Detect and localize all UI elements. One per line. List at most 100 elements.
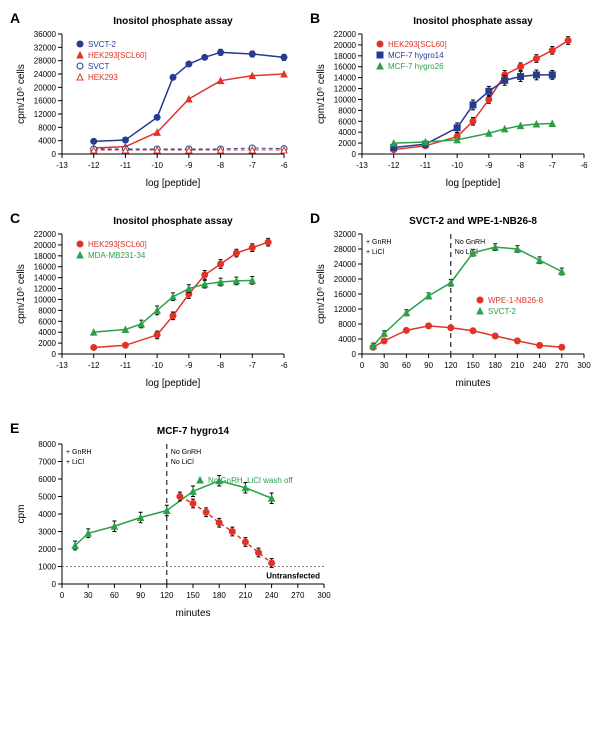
svg-text:300: 300 — [317, 591, 331, 600]
svg-text:2000: 2000 — [338, 139, 356, 148]
svg-text:HEK293[SCL60]: HEK293[SCL60] — [88, 240, 147, 249]
svg-text:12000: 12000 — [334, 85, 357, 94]
chart-c: Inositol phosphate assay-13-12-11-10-9-8… — [10, 210, 290, 390]
panel-label-c: C — [10, 210, 20, 226]
svg-text:MDA-MB231-34: MDA-MB231-34 — [88, 251, 146, 260]
svg-text:-12: -12 — [388, 161, 400, 170]
svg-text:cpm/10⁶ cells: cpm/10⁶ cells — [16, 64, 27, 124]
svg-text:180: 180 — [489, 361, 503, 370]
panel-d: D SVCT-2 and WPE-1-NB26-8030609012015018… — [310, 210, 590, 390]
svg-text:cpm: cpm — [16, 505, 27, 524]
svg-text:No GnRH: No GnRH — [171, 449, 201, 456]
svg-text:14000: 14000 — [334, 74, 357, 83]
svg-text:SVCT-2: SVCT-2 — [88, 40, 117, 49]
svg-text:MCF-7 hygro14: MCF-7 hygro14 — [157, 426, 230, 437]
chart-b: Inositol phosphate assay-13-12-11-10-9-8… — [310, 10, 590, 190]
svg-text:WPE-1-NB26-8: WPE-1-NB26-8 — [488, 296, 544, 305]
svg-text:+ LiCl: + LiCl — [66, 459, 85, 466]
svg-text:-10: -10 — [151, 361, 163, 370]
svg-text:18000: 18000 — [34, 252, 57, 261]
svg-text:16000: 16000 — [34, 263, 57, 272]
svg-text:-11: -11 — [120, 161, 132, 170]
svg-text:120: 120 — [444, 361, 458, 370]
svg-text:-12: -12 — [88, 161, 100, 170]
svg-text:270: 270 — [291, 591, 305, 600]
svg-text:6000: 6000 — [38, 317, 56, 326]
svg-text:-13: -13 — [56, 161, 68, 170]
svg-text:8000: 8000 — [38, 123, 56, 132]
svg-text:0: 0 — [52, 350, 57, 359]
svg-text:Inositol phosphate assay: Inositol phosphate assay — [113, 16, 233, 27]
svg-text:0: 0 — [52, 580, 57, 589]
svg-text:SVCT: SVCT — [88, 62, 109, 71]
svg-text:4000: 4000 — [338, 335, 356, 344]
svg-text:-10: -10 — [451, 161, 463, 170]
panel-c: C Inositol phosphate assay-13-12-11-10-9… — [10, 210, 290, 390]
svg-text:No GnRH, LiCl wash off: No GnRH, LiCl wash off — [208, 476, 294, 485]
figure: A Inositol phosphate assay-13-12-11-10-9… — [0, 0, 600, 741]
svg-text:12000: 12000 — [334, 305, 357, 314]
svg-text:12000: 12000 — [34, 110, 57, 119]
svg-text:+ LiCl: + LiCl — [366, 249, 385, 256]
svg-text:HEK293: HEK293 — [88, 73, 118, 82]
svg-text:-11: -11 — [420, 161, 432, 170]
svg-text:10000: 10000 — [34, 295, 57, 304]
svg-text:log [peptide]: log [peptide] — [146, 378, 201, 389]
svg-text:0: 0 — [360, 361, 365, 370]
svg-text:MCF-7 hygro26: MCF-7 hygro26 — [388, 62, 444, 71]
svg-text:0: 0 — [52, 150, 57, 159]
svg-text:3000: 3000 — [38, 528, 56, 537]
svg-text:-12: -12 — [88, 361, 100, 370]
svg-text:270: 270 — [555, 361, 569, 370]
svg-text:minutes: minutes — [455, 378, 490, 389]
svg-text:6000: 6000 — [38, 475, 56, 484]
svg-text:20000: 20000 — [334, 275, 357, 284]
svg-text:16000: 16000 — [34, 97, 57, 106]
svg-text:28000: 28000 — [334, 245, 357, 254]
svg-text:210: 210 — [239, 591, 253, 600]
svg-text:7000: 7000 — [38, 458, 56, 467]
panel-label-b: B — [310, 10, 320, 26]
svg-text:300: 300 — [577, 361, 591, 370]
svg-text:16000: 16000 — [334, 290, 357, 299]
svg-text:-13: -13 — [356, 161, 368, 170]
svg-text:minutes: minutes — [175, 608, 210, 619]
svg-text:32000: 32000 — [34, 43, 57, 52]
svg-text:60: 60 — [110, 591, 119, 600]
svg-text:12000: 12000 — [34, 285, 57, 294]
svg-text:-7: -7 — [249, 161, 257, 170]
svg-text:22000: 22000 — [34, 230, 57, 239]
svg-text:4000: 4000 — [38, 328, 56, 337]
svg-text:5000: 5000 — [38, 493, 56, 502]
svg-text:0: 0 — [60, 591, 65, 600]
svg-text:+ GnRH: + GnRH — [66, 449, 91, 456]
svg-text:30: 30 — [84, 591, 93, 600]
svg-text:180: 180 — [213, 591, 227, 600]
svg-text:-7: -7 — [249, 361, 257, 370]
svg-text:Inositol phosphate assay: Inositol phosphate assay — [413, 16, 533, 27]
svg-text:10000: 10000 — [334, 95, 357, 104]
chart-e: MCF-7 hygro14030609012015018021024027030… — [10, 420, 330, 620]
svg-text:log [peptide]: log [peptide] — [446, 178, 501, 189]
svg-text:HEK293[SCL60]: HEK293[SCL60] — [388, 40, 447, 49]
svg-text:6000: 6000 — [338, 117, 356, 126]
panel-a: A Inositol phosphate assay-13-12-11-10-9… — [10, 10, 290, 190]
svg-text:90: 90 — [136, 591, 145, 600]
svg-text:-6: -6 — [280, 361, 288, 370]
svg-text:0: 0 — [352, 150, 357, 159]
svg-text:30: 30 — [380, 361, 389, 370]
svg-text:16000: 16000 — [334, 63, 357, 72]
svg-text:cpm/10⁶ cells: cpm/10⁶ cells — [316, 64, 327, 124]
chart-d: SVCT-2 and WPE-1-NB26-803060901201501802… — [310, 210, 590, 390]
svg-text:-6: -6 — [280, 161, 288, 170]
svg-text:-9: -9 — [185, 161, 193, 170]
svg-text:20000: 20000 — [334, 41, 357, 50]
svg-text:-11: -11 — [120, 361, 132, 370]
svg-text:22000: 22000 — [334, 30, 357, 39]
svg-text:-10: -10 — [151, 161, 163, 170]
svg-text:20000: 20000 — [34, 83, 57, 92]
svg-text:2000: 2000 — [38, 545, 56, 554]
chart-a: Inositol phosphate assay-13-12-11-10-9-8… — [10, 10, 290, 190]
svg-text:log [peptide]: log [peptide] — [146, 178, 201, 189]
svg-text:8000: 8000 — [38, 440, 56, 449]
